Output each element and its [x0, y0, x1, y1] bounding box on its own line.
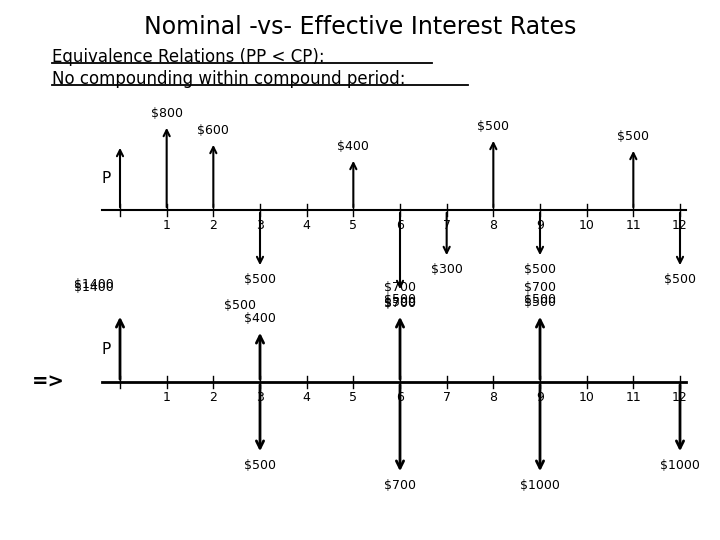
- Text: 3: 3: [256, 391, 264, 404]
- Text: 5: 5: [349, 219, 357, 232]
- Text: 1: 1: [163, 219, 171, 232]
- Text: 6: 6: [396, 391, 404, 404]
- Text: $500: $500: [384, 296, 416, 309]
- Text: $500: $500: [524, 293, 556, 306]
- Text: $500: $500: [384, 293, 416, 306]
- Text: 2: 2: [210, 391, 217, 404]
- Text: $500: $500: [524, 263, 556, 276]
- Text: 3: 3: [256, 219, 264, 232]
- Text: $500: $500: [524, 296, 556, 309]
- Text: $700: $700: [384, 479, 416, 492]
- Text: P: P: [102, 171, 111, 186]
- Text: $700: $700: [384, 297, 416, 310]
- Text: 2: 2: [210, 219, 217, 232]
- Text: $600: $600: [197, 124, 229, 137]
- Text: 9: 9: [536, 391, 544, 404]
- Text: $400: $400: [338, 140, 369, 153]
- Text: $1400: $1400: [74, 281, 114, 294]
- Text: $500: $500: [244, 459, 276, 472]
- Text: $500: $500: [224, 299, 256, 312]
- Text: $700: $700: [384, 281, 416, 294]
- Text: $300: $300: [431, 263, 463, 276]
- Text: $1000: $1000: [660, 459, 700, 472]
- Text: $800: $800: [150, 107, 183, 120]
- Text: $1400: $1400: [74, 278, 114, 291]
- Text: $500: $500: [617, 130, 649, 143]
- Text: $400: $400: [244, 312, 276, 325]
- Text: $500: $500: [664, 273, 696, 286]
- Text: 7: 7: [443, 219, 451, 232]
- Text: 8: 8: [490, 391, 498, 404]
- Text: 4: 4: [302, 391, 310, 404]
- Text: 1: 1: [163, 391, 171, 404]
- Text: Nominal -vs- Effective Interest Rates: Nominal -vs- Effective Interest Rates: [144, 15, 576, 39]
- Text: $500: $500: [477, 120, 509, 133]
- Text: 12: 12: [672, 219, 688, 232]
- Text: 10: 10: [579, 219, 595, 232]
- Text: =>: =>: [32, 373, 65, 392]
- Text: Equivalence Relations (PP < CP):: Equivalence Relations (PP < CP):: [52, 48, 325, 66]
- Text: 4: 4: [302, 219, 310, 232]
- Text: 7: 7: [443, 391, 451, 404]
- Text: 6: 6: [396, 219, 404, 232]
- Text: 12: 12: [672, 391, 688, 404]
- Text: P: P: [102, 342, 111, 357]
- Text: 10: 10: [579, 391, 595, 404]
- Text: 8: 8: [490, 219, 498, 232]
- Text: 5: 5: [349, 391, 357, 404]
- Text: $500: $500: [244, 273, 276, 286]
- Text: $1000: $1000: [520, 479, 560, 492]
- Text: 11: 11: [626, 219, 642, 232]
- Text: No compounding within compound period:: No compounding within compound period:: [52, 70, 405, 88]
- Text: 9: 9: [536, 219, 544, 232]
- Text: $700: $700: [524, 281, 556, 294]
- Text: 11: 11: [626, 391, 642, 404]
